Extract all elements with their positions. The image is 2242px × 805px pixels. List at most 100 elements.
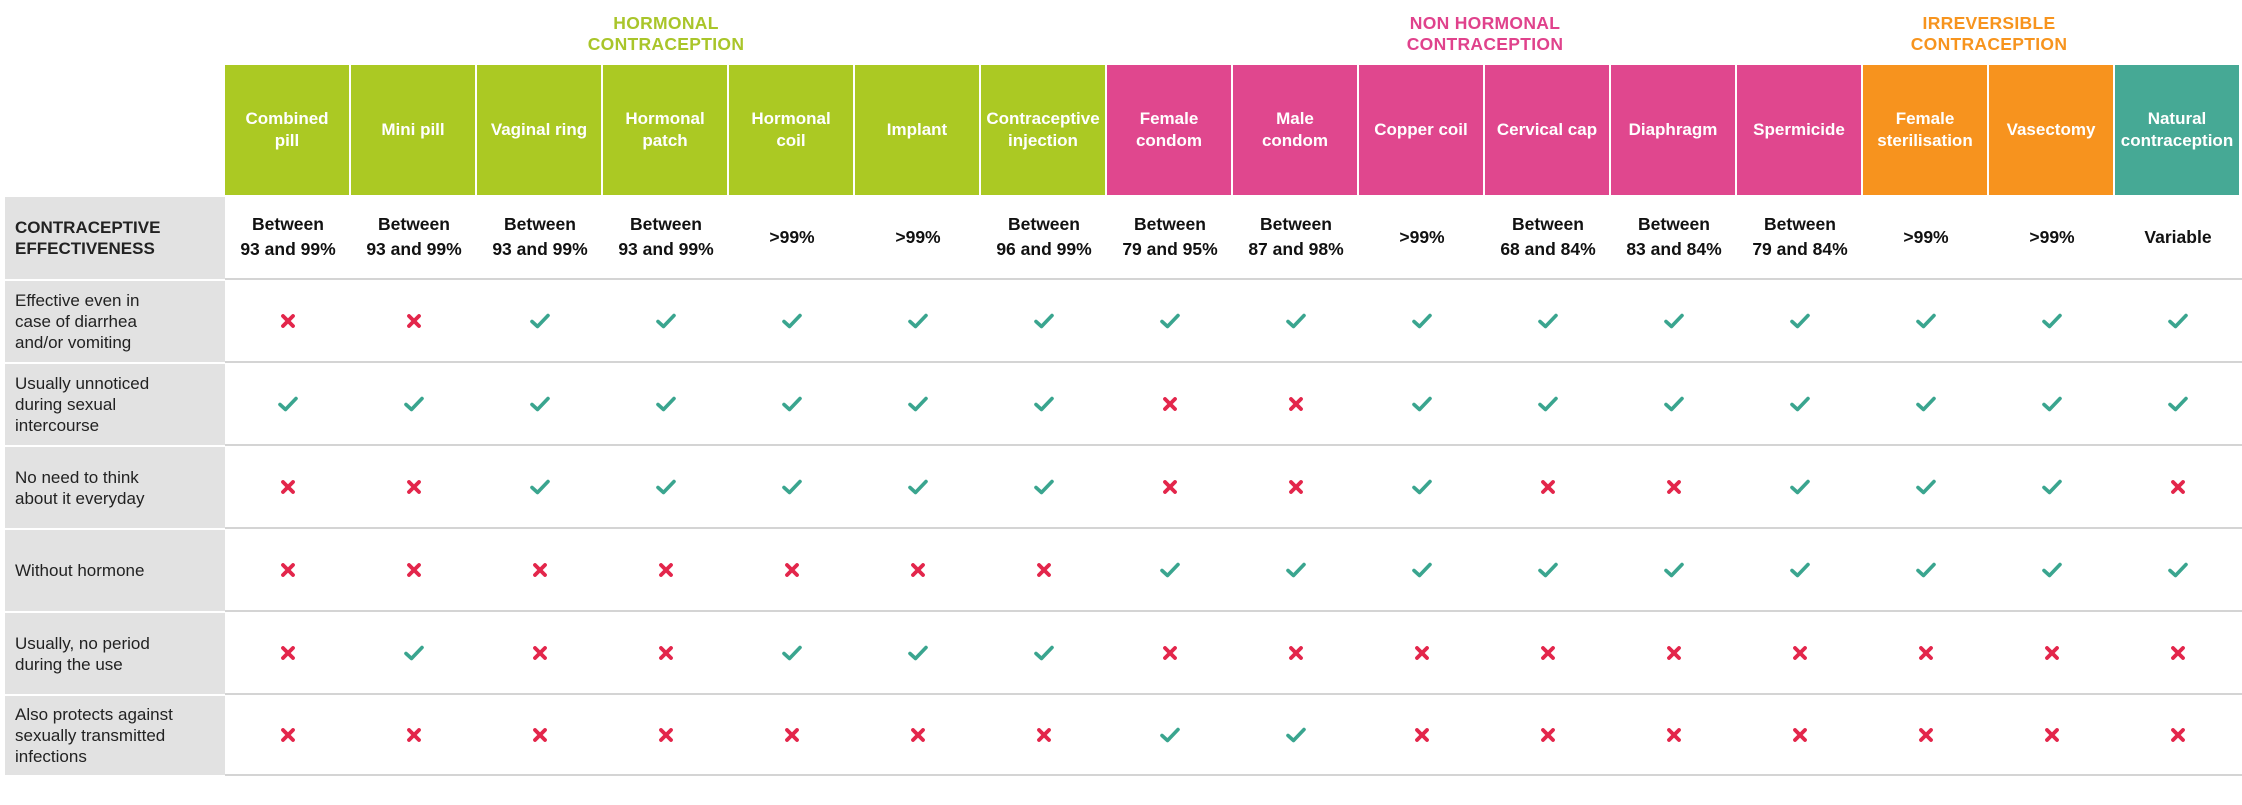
group-title-0: HORMONAL CONTRACEPTION bbox=[225, 13, 1107, 55]
row-label-text: Also protects against sexually transmitte… bbox=[15, 704, 173, 767]
effectiveness-value-9: >99% bbox=[1359, 195, 1485, 279]
column-header-15: Natural contraception bbox=[2115, 65, 2239, 195]
check-icon bbox=[1107, 694, 1233, 775]
row-label-line: CONTRACEPTIVE bbox=[15, 218, 161, 237]
row-label-line: No need to think bbox=[15, 467, 139, 487]
cross-icon bbox=[1233, 362, 1359, 445]
check-icon bbox=[981, 611, 1107, 694]
effectiveness-text: >99% bbox=[769, 225, 814, 250]
column-header-line: injection bbox=[1008, 131, 1078, 150]
effectiveness-line: >99% bbox=[895, 226, 941, 247]
cross-icon bbox=[2115, 694, 2241, 775]
effectiveness-text: >99% bbox=[895, 225, 940, 250]
check-icon bbox=[1989, 362, 2115, 445]
column-header-line: coil bbox=[776, 131, 806, 150]
row-separator bbox=[225, 527, 2242, 529]
check-icon bbox=[1359, 445, 1485, 528]
cross-icon bbox=[981, 528, 1107, 611]
column-header-12: Spermicide bbox=[1737, 65, 1861, 195]
row-label-line: sexually transmitted bbox=[15, 726, 166, 745]
row-label-line: Usually unnoticed bbox=[15, 374, 150, 393]
column-header-11: Diaphragm bbox=[1611, 65, 1735, 195]
column-header-line: Male bbox=[1276, 109, 1314, 128]
check-icon bbox=[855, 611, 981, 694]
check-icon bbox=[1485, 279, 1611, 362]
column-header-5: Implant bbox=[855, 65, 979, 195]
criterion-label-2: No need to think about it everyday bbox=[5, 447, 225, 528]
effectiveness-line: Between bbox=[1260, 214, 1332, 234]
row-label-line: and/or vomiting bbox=[15, 333, 132, 352]
check-icon bbox=[1359, 528, 1485, 611]
effectiveness-text: >99% bbox=[2029, 225, 2074, 250]
column-header-label: Vasectomy bbox=[2007, 119, 2096, 141]
cross-icon bbox=[729, 694, 855, 775]
row-separator bbox=[225, 610, 2242, 612]
cross-icon bbox=[1863, 611, 1989, 694]
cross-icon bbox=[1737, 611, 1863, 694]
check-icon bbox=[981, 279, 1107, 362]
row-label-line: Without hormone bbox=[15, 561, 145, 580]
column-header-label: Natural contraception bbox=[2121, 108, 2233, 152]
check-icon bbox=[2115, 279, 2241, 362]
effectiveness-value-14: >99% bbox=[1989, 195, 2115, 279]
check-icon bbox=[603, 279, 729, 362]
column-header-line: Combined bbox=[245, 109, 329, 128]
group-title-line: CONTRACEPTION bbox=[587, 34, 745, 54]
effectiveness-value-15: Variable bbox=[2115, 195, 2241, 279]
cross-icon bbox=[225, 445, 351, 528]
effectiveness-line: Between bbox=[504, 214, 576, 234]
column-header-line: Hormonal bbox=[751, 109, 831, 128]
column-header-label: Mini pill bbox=[381, 119, 444, 141]
check-icon bbox=[1737, 445, 1863, 528]
criterion-label-1: Usually unnoticed during sexual intercours… bbox=[5, 364, 225, 445]
group-title-line: NON HORMONAL bbox=[1409, 13, 1561, 33]
effectiveness-value-5: >99% bbox=[855, 195, 981, 279]
effectiveness-value-0: Between 93 and 99% bbox=[225, 195, 351, 279]
effectiveness-text: >99% bbox=[1399, 225, 1444, 250]
cross-icon bbox=[1485, 445, 1611, 528]
effectiveness-line: 87 and 98% bbox=[1248, 239, 1344, 259]
column-header-line: Copper coil bbox=[1374, 120, 1468, 139]
column-header-line: Vaginal ring bbox=[490, 120, 588, 139]
effectiveness-line: >99% bbox=[1903, 226, 1949, 247]
group-title-line: CONTRACEPTION bbox=[1406, 34, 1564, 54]
check-icon bbox=[1989, 528, 2115, 611]
check-icon bbox=[729, 611, 855, 694]
effectiveness-text: >99% bbox=[1903, 225, 1948, 250]
cross-icon bbox=[1989, 694, 2115, 775]
check-icon bbox=[1863, 279, 1989, 362]
cross-icon bbox=[477, 694, 603, 775]
column-header-line: Vasectomy bbox=[2006, 120, 2096, 139]
row-label-text: Effective even in case of diarrhea and/or … bbox=[15, 290, 139, 353]
cross-icon bbox=[2115, 445, 2241, 528]
column-header-3: Hormonal patch bbox=[603, 65, 727, 195]
check-icon bbox=[2115, 528, 2241, 611]
check-icon bbox=[477, 362, 603, 445]
row-label-line: during the use bbox=[15, 654, 123, 674]
effectiveness-text: Variable bbox=[2144, 225, 2211, 250]
row-separator bbox=[225, 774, 2242, 776]
check-icon bbox=[1611, 362, 1737, 445]
cross-icon bbox=[729, 528, 855, 611]
criterion-label-5: Also protects against sexually transmitte… bbox=[5, 696, 225, 775]
column-header-line: contraception bbox=[2120, 131, 2234, 150]
column-header-2: Vaginal ring bbox=[477, 65, 601, 195]
cross-icon bbox=[477, 528, 603, 611]
column-header-7: Female condom bbox=[1107, 65, 1231, 195]
effectiveness-text: Between 87 and 98% bbox=[1248, 212, 1343, 262]
effectiveness-line: 83 and 84% bbox=[1626, 239, 1722, 259]
check-icon bbox=[477, 445, 603, 528]
row-label-line: during sexual bbox=[15, 395, 117, 414]
column-header-line: Diaphragm bbox=[1628, 120, 1718, 139]
effectiveness-value-1: Between 93 and 99% bbox=[351, 195, 477, 279]
row-label-text: Without hormone bbox=[15, 560, 144, 581]
column-header-label: Vaginal ring bbox=[491, 119, 587, 141]
column-header-line: Female bbox=[1139, 109, 1199, 128]
effectiveness-line: 79 and 95% bbox=[1122, 239, 1218, 259]
cross-icon bbox=[603, 694, 729, 775]
effectiveness-line: 93 and 99% bbox=[366, 239, 462, 259]
column-header-label: Spermicide bbox=[1753, 119, 1845, 141]
effectiveness-line: Between bbox=[1134, 214, 1206, 234]
effectiveness-line: Variable bbox=[2144, 226, 2212, 247]
cross-icon bbox=[351, 279, 477, 362]
